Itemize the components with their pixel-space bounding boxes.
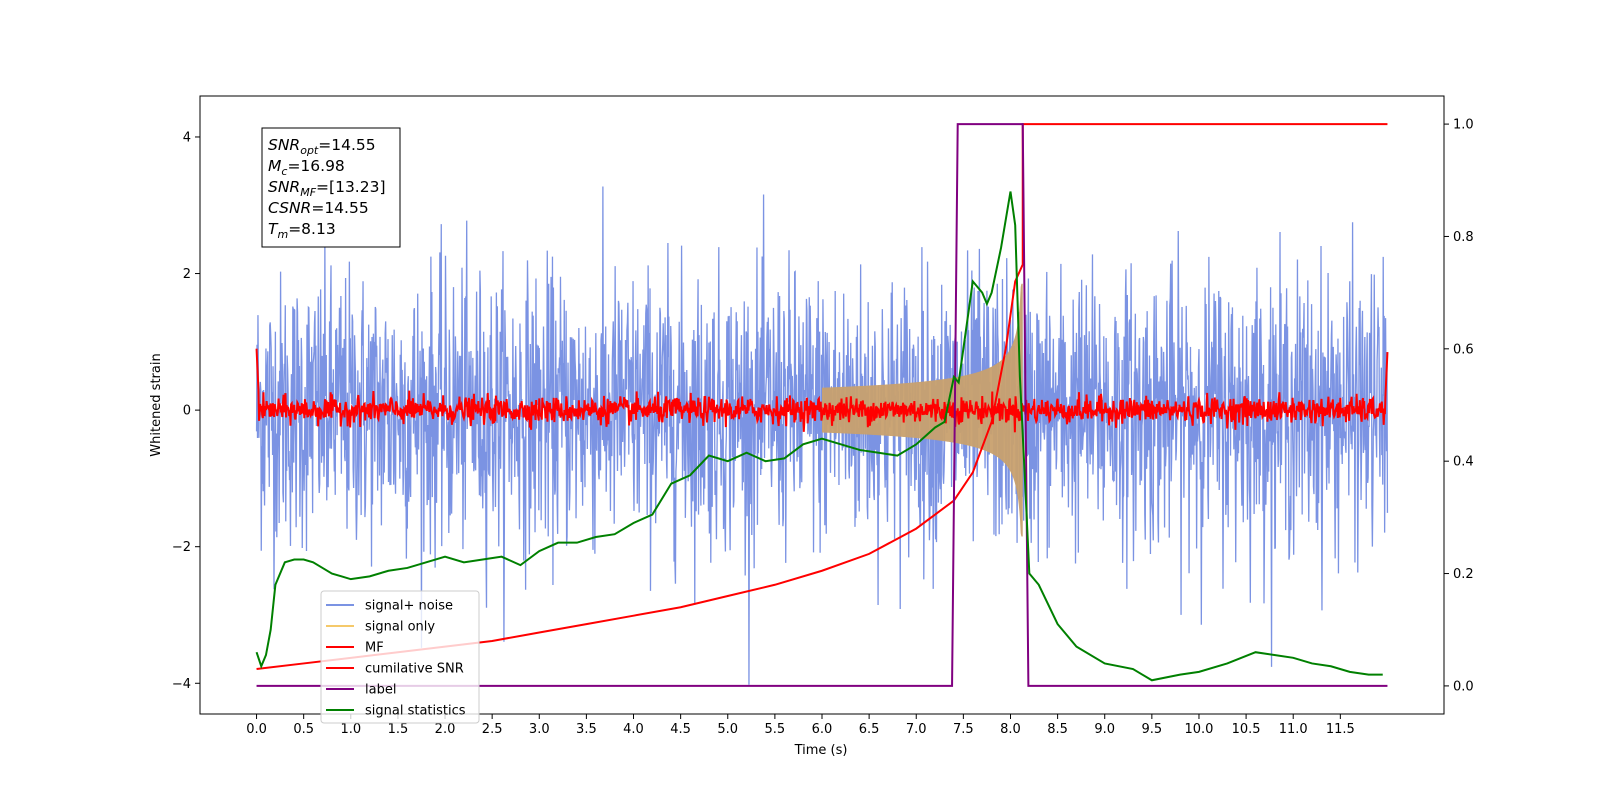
x-tick-label: 5.0: [717, 722, 738, 737]
legend-label: signal+ noise: [365, 599, 453, 614]
y2-tick-label: 0.4: [1453, 455, 1474, 470]
x-tick-label: 4.5: [670, 722, 691, 737]
info-line: SNRMF=[13.23]: [268, 178, 386, 199]
info-line: Tm=8.13: [268, 220, 336, 241]
y2-axis-ticks: 0.0 0.2 0.4 0.6 0.8 1.0: [1444, 118, 1474, 694]
y-tick-label: −4: [172, 677, 191, 692]
info-line: Mc=16.98: [268, 157, 345, 178]
x-tick-label: 6.5: [859, 722, 880, 737]
legend-label: signal statistics: [365, 704, 466, 719]
info-box: SNRopt=14.55Mc=16.98SNRMF=[13.23]CSNR=14…: [261, 127, 401, 248]
x-tick-label: 6.0: [812, 722, 833, 737]
x-tick-label: 1.0: [340, 722, 361, 737]
x-tick-label: 0.0: [246, 722, 267, 737]
x-axis-ticks: 0.0 0.5 1.0 1.5 2.0 2.5 3.0 3.5 4.0 4.5 5.0 5.5 6.0 6…: [246, 714, 1355, 737]
x-tick-label: 9.5: [1142, 722, 1163, 737]
y-tick-label: 4: [183, 130, 191, 145]
series-signal-statistics: [255, 191, 1383, 682]
info-line: SNRopt=14.55: [268, 136, 376, 157]
x-tick-label: 5.5: [765, 722, 786, 737]
y-tick-label: −2: [172, 540, 191, 555]
y-tick-label: 0: [183, 404, 191, 419]
x-tick-label: 11.0: [1279, 722, 1308, 737]
y2-tick-label: 1.0: [1453, 118, 1474, 133]
x-tick-label: 3.0: [529, 722, 550, 737]
series-label: [256, 123, 1388, 687]
legend: signal+ noise signal only MF cumilative SNR…: [320, 590, 480, 724]
x-tick-label: 10.0: [1184, 722, 1213, 737]
x-tick-label: 10.5: [1232, 722, 1261, 737]
x-tick-label: 4.0: [623, 722, 644, 737]
x-tick-label: 2.5: [482, 722, 503, 737]
x-tick-label: 9.0: [1094, 722, 1115, 737]
x-axis-label: Time (s): [794, 743, 848, 758]
x-tick-label: 8.0: [1000, 722, 1021, 737]
y-tick-label: 2: [183, 267, 191, 282]
legend-frame: [320, 590, 480, 724]
legend-label: MF: [365, 641, 384, 656]
y2-tick-label: 0.2: [1453, 567, 1474, 582]
y2-tick-label: 0.6: [1453, 342, 1474, 357]
y2-tick-label: 0.0: [1453, 679, 1474, 694]
x-tick-label: 7.0: [906, 722, 927, 737]
legend-label: label: [365, 683, 396, 698]
legend-label: signal only: [365, 620, 435, 635]
x-tick-label: 0.5: [293, 722, 314, 737]
x-tick-label: 7.5: [953, 722, 974, 737]
info-line: CSNR=14.55: [268, 199, 369, 217]
series-signal-noise: [255, 186, 1389, 685]
info-box-frame: [261, 127, 401, 248]
x-tick-label: 8.5: [1047, 722, 1068, 737]
x-tick-label: 11.5: [1326, 722, 1355, 737]
y-axis-label: Whitened strain: [149, 353, 164, 456]
y-axis-ticks: −4 −2 0 2 4: [172, 130, 200, 692]
x-tick-label: 2.0: [435, 722, 456, 737]
legend-label: cumilative SNR: [365, 662, 464, 677]
series-mf: [255, 348, 1389, 433]
x-tick-label: 3.5: [576, 722, 597, 737]
x-tick-label: 1.5: [388, 722, 409, 737]
y2-tick-label: 0.8: [1453, 230, 1474, 245]
